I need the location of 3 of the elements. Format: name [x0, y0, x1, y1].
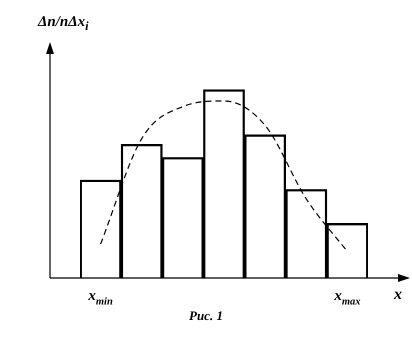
text: Рис. 1: [188, 308, 224, 324]
x-axis-title: x: [394, 286, 402, 304]
y-axis-title: Δn/nΔx$_{i}$: [38, 14, 89, 34]
